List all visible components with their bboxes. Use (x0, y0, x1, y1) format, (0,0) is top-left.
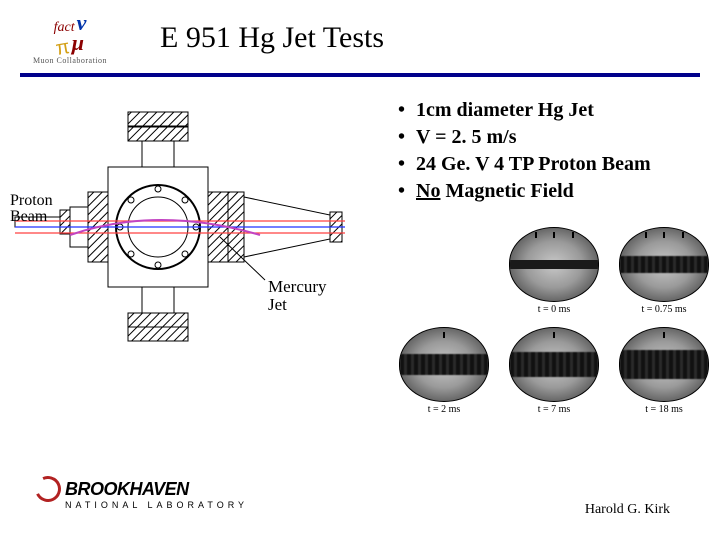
slide-title: E 951 Hg Jet Tests (160, 21, 384, 55)
svg-text:Beam: Beam (10, 208, 48, 225)
apparatus-diagram: Proton Beam Mercury Jet (10, 97, 380, 415)
jet-frame: t = 7 ms (508, 327, 600, 415)
jet-frame: t = 0.75 ms (618, 227, 710, 315)
slide-header: fact ν π μ Muon Collaboration E 951 Hg J… (0, 0, 720, 65)
svg-text:Jet: Jet (268, 295, 287, 314)
svg-text:Mercury: Mercury (268, 277, 327, 296)
jet-frame: t = 0 ms (508, 227, 600, 315)
brookhaven-logo: BROOKHAVEN NATIONAL LABORATORY (35, 476, 248, 510)
bullet-item: •24 Ge. V 4 TP Proton Beam (398, 151, 710, 178)
jet-frame: t = 2 ms (398, 327, 490, 415)
bnl-swirl-icon (31, 472, 64, 505)
author-credit: Harold G. Kirk (585, 502, 670, 518)
jet-frame: t = 18 ms (618, 327, 710, 415)
bullet-item: •V = 2. 5 m/s (398, 124, 710, 151)
jet-frame-grid: t = 0 ms t = 0.75 ms t = 2 ms t = 7 ms t… (398, 227, 710, 415)
bullet-list: •1cm diameter Hg Jet •V = 2. 5 m/s •24 G… (398, 97, 710, 205)
muon-collab-logo: fact ν π μ Muon Collaboration (20, 10, 120, 65)
bullet-item: •1cm diameter Hg Jet (398, 97, 710, 124)
bullet-item: • No Magnetic Field (398, 178, 710, 205)
svg-text:Proton: Proton (10, 192, 53, 209)
